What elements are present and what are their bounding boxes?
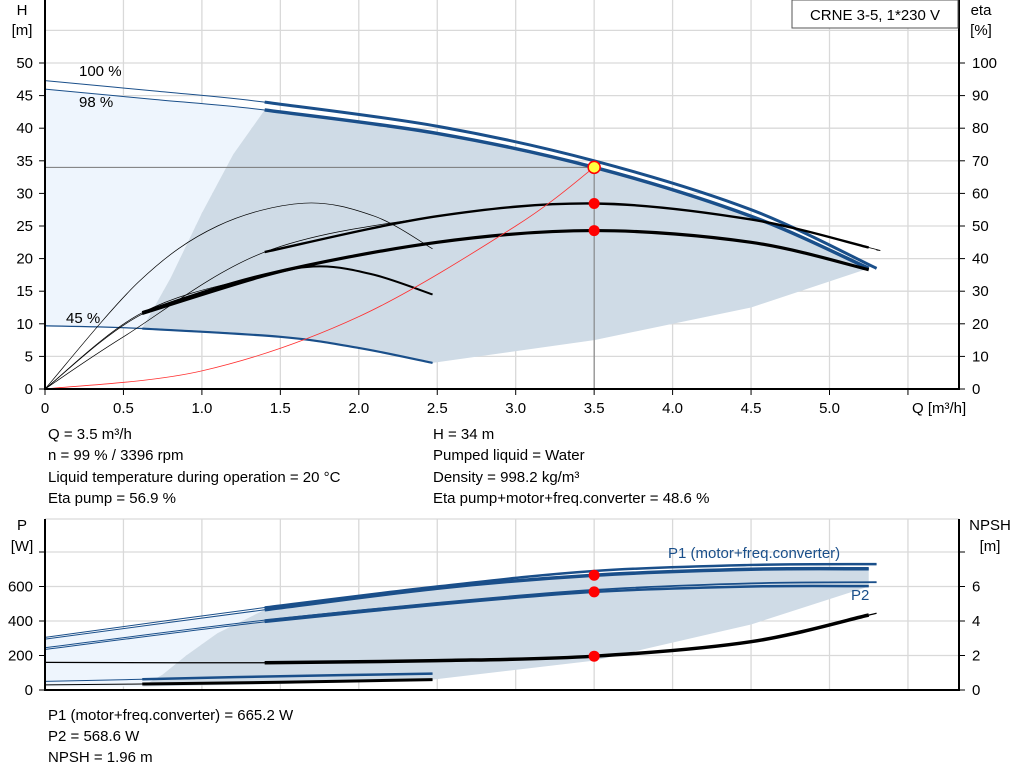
- label-45: 45 %: [66, 310, 100, 327]
- q-tick-label: 0: [41, 400, 49, 417]
- p-axis-unit: [W]: [11, 538, 34, 555]
- eta-tick-label: 20: [972, 316, 989, 333]
- eta-tick-label: 30: [972, 283, 989, 300]
- info-liquid-temp: Liquid temperature during operation = 20…: [48, 469, 341, 486]
- info-h: H = 34 m: [433, 426, 494, 443]
- h-tick-label: 0: [25, 381, 33, 398]
- h-tick-label: 20: [16, 251, 33, 268]
- q-tick-label: 4.0: [662, 400, 683, 417]
- npsh-axis-unit: [m]: [980, 538, 1001, 555]
- duty-marker-eta-total: [588, 225, 600, 237]
- top-curves: [44, 80, 881, 390]
- system-curve: [44, 166, 595, 390]
- title-box: [791, 0, 959, 29]
- npsh-tick-label: 2: [972, 648, 980, 665]
- h-axis-unit: [m]: [12, 22, 33, 39]
- q-tick-label: 3.0: [505, 400, 526, 417]
- chart-title: CRNE 3-5, 1*230 V: [810, 7, 940, 24]
- duty-marker-eta-pump: [588, 198, 600, 210]
- q-tick-label: 2.0: [348, 400, 369, 417]
- eta-tick-label: 50: [972, 218, 989, 235]
- h-axis-label: H: [17, 2, 28, 19]
- curve-p1-45-operating: [142, 672, 433, 681]
- info-p1: P1 (motor+freq.converter) = 665.2 W: [48, 707, 294, 724]
- curve-p1-98-operating: [264, 566, 869, 612]
- h-tick-label: 10: [16, 316, 33, 333]
- duty-marker-p2: [588, 586, 600, 598]
- duty-marker-p1: [588, 569, 600, 581]
- q-tick-label: 2.5: [427, 400, 448, 417]
- q-tick-label: 5.0: [819, 400, 840, 417]
- info-q: Q = 3.5 m³/h: [48, 426, 132, 443]
- eta-tick-label: 0: [972, 381, 980, 398]
- eta-axis-unit: [%]: [970, 22, 992, 39]
- h-tick-label: 15: [16, 283, 33, 300]
- info-top: Q = 3.5 m³/h n = 99 % / 3396 rpm Liquid …: [48, 426, 709, 507]
- p-tick-label: 600: [8, 579, 33, 596]
- h-tick-label: 45: [16, 88, 33, 105]
- p-tick-label: 200: [8, 648, 33, 665]
- npsh-tick-label: 0: [972, 682, 980, 699]
- h-tick-label: 50: [16, 55, 33, 72]
- curve-eta-pump-45: [44, 202, 433, 390]
- eta-tick-label: 60: [972, 185, 989, 202]
- q-tick-label: 0.5: [113, 400, 134, 417]
- curve-p2-98-operating: [264, 584, 869, 624]
- h-tick-label: 25: [16, 218, 33, 235]
- area-gray: [142, 109, 869, 363]
- label-p1: P1 (motor+freq.converter): [668, 545, 840, 562]
- p-tick-label: 400: [8, 613, 33, 630]
- q-tick-label: 4.5: [741, 400, 762, 417]
- bottom-curves: [44, 562, 877, 686]
- curve-eta-total-45-operating: [141, 265, 433, 315]
- q-tick-label: 1.0: [191, 400, 212, 417]
- label-100: 100 %: [79, 63, 122, 80]
- q-axis-label: Q [m³/h]: [912, 400, 966, 417]
- info-npsh: NPSH = 1.96 m: [48, 749, 153, 766]
- p-tick-label: 0: [25, 682, 33, 699]
- label-p2: P2: [851, 587, 869, 604]
- bottom-axes: 0 200 400 600 0 2 4 6: [8, 519, 980, 699]
- q-tick-label: 1.5: [270, 400, 291, 417]
- q-tick-label: 3.5: [584, 400, 605, 417]
- area-light: [45, 89, 265, 329]
- info-eta-total: Eta pump+motor+freq.converter = 48.6 %: [433, 490, 709, 507]
- curve-eta-total-operating: [141, 228, 870, 315]
- npsh-axis-label: NPSH: [969, 517, 1011, 534]
- eta-tick-label: 10: [972, 348, 989, 365]
- top-operating-area: [45, 89, 869, 363]
- npsh-tick-label: 6: [972, 579, 980, 596]
- info-pumped-liquid: Pumped liquid = Water: [433, 447, 585, 464]
- curve-h-45-operating: [142, 327, 433, 364]
- eta-tick-label: 80: [972, 120, 989, 137]
- h-tick-label: 5: [25, 348, 33, 365]
- top-axes: 0 0.5 1.0 1.5 2.0 2.5 3.0 3.5 4.0 4.5 5.0 0 5 10 15 20 2…: [16, 0, 997, 417]
- eta-axis-label: eta: [971, 2, 993, 19]
- duty-marker-npsh: [588, 650, 600, 662]
- npsh-tick-label: 4: [972, 613, 980, 630]
- info-p2: P2 = 568.6 W: [48, 728, 140, 745]
- eta-tick-label: 40: [972, 251, 989, 268]
- eta-tick-label: 70: [972, 153, 989, 170]
- curve-p2-45-operating: [142, 678, 433, 686]
- duty-point-marker: [587, 160, 601, 175]
- eta-tick-label: 90: [972, 88, 989, 105]
- area-gray: [142, 568, 869, 687]
- h-tick-label: 30: [16, 185, 33, 202]
- info-n: n = 99 % / 3396 rpm: [48, 447, 184, 464]
- label-98: 98 %: [79, 94, 113, 111]
- info-eta-pump: Eta pump = 56.9 %: [48, 490, 176, 507]
- info-bottom: P1 (motor+freq.converter) = 665.2 W P2 =…: [48, 707, 294, 766]
- info-density: Density = 998.2 kg/m³: [433, 469, 579, 486]
- p-axis-label: P: [17, 517, 27, 534]
- curve-npsh-operating: [264, 613, 870, 665]
- h-tick-label: 35: [16, 153, 33, 170]
- h-tick-label: 40: [16, 120, 33, 137]
- eta-tick-label: 100: [972, 55, 997, 72]
